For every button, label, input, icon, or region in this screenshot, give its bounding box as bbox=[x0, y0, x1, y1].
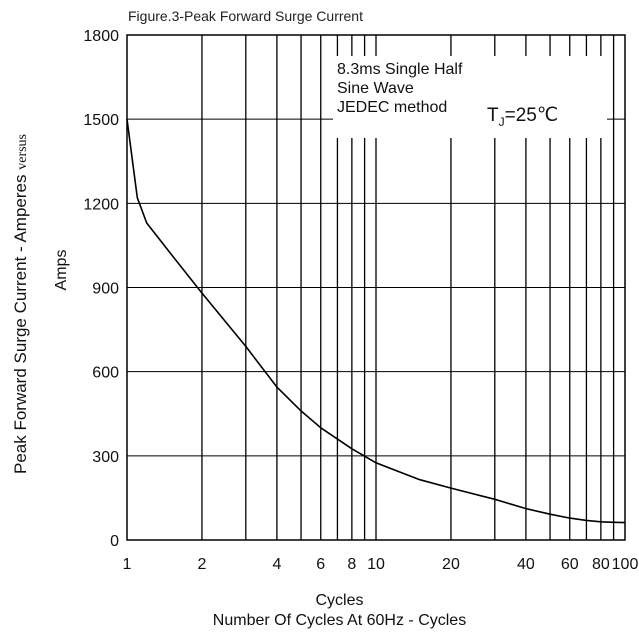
annotation-temperature: TJ=25℃ bbox=[487, 104, 558, 129]
y-tick-label: 1200 bbox=[83, 196, 119, 213]
annotation-line-3: JEDEC method bbox=[337, 99, 448, 116]
y-axis-label-versus: versus bbox=[15, 133, 30, 170]
y-axis-label: Peak Forward Surge Current - Amperes ver… bbox=[11, 134, 31, 474]
x-tick-label: 8 bbox=[347, 556, 356, 573]
y-axis-label-main: Peak Forward Surge Current - Amperes bbox=[11, 174, 30, 475]
y-tick-label: 600 bbox=[92, 365, 119, 382]
x-tick-label: 60 bbox=[561, 556, 579, 573]
chart-title: Figure.3-Peak Forward Surge Current bbox=[128, 8, 363, 24]
y-tick-label: 900 bbox=[92, 281, 119, 298]
x-tick-label: 20 bbox=[442, 556, 460, 573]
x-axis-label-text: Cycles bbox=[315, 592, 364, 609]
series-layer bbox=[126, 119, 626, 524]
annotation-box: 8.3ms Single Half Sine Wave JEDEC method bbox=[333, 56, 607, 138]
x-axis-label: Cycles bbox=[0, 592, 639, 610]
plot-frame bbox=[126, 34, 626, 541]
x-tick-label: 10 bbox=[367, 556, 385, 573]
x-axis-sublabel-text: Number Of Cycles At 60Hz - Cycles bbox=[212, 612, 467, 629]
axis-ticks: 1 2 4 6 8 10 20 40 60 80 100 0 300 600 900 1200 1500 1800 bbox=[83, 28, 638, 573]
x-tick-label: 1 bbox=[123, 556, 132, 573]
temp-symbol: T bbox=[487, 105, 499, 126]
series-line bbox=[126, 119, 626, 524]
x-tick-label: 40 bbox=[517, 556, 535, 573]
x-tick-label: 80 bbox=[592, 556, 610, 573]
x-tick-label: 100 bbox=[612, 556, 639, 573]
y-tick-label: 0 bbox=[110, 533, 119, 550]
temp-subscript: J bbox=[498, 114, 505, 129]
x-tick-label: 2 bbox=[198, 556, 207, 573]
y-tick-label: 1500 bbox=[83, 112, 119, 129]
temp-value: =25℃ bbox=[504, 105, 559, 126]
y-axis-unit: Amps bbox=[53, 249, 70, 291]
annotation-line-1: 8.3ms Single Half bbox=[337, 61, 463, 78]
x-tick-label: 4 bbox=[272, 556, 281, 573]
x-tick-label: 6 bbox=[316, 556, 325, 573]
annotation-line-2: Sine Wave bbox=[337, 80, 414, 97]
x-axis-sublabel: Number Of Cycles At 60Hz - Cycles bbox=[0, 612, 639, 630]
y-tick-label: 1800 bbox=[83, 28, 119, 45]
y-tick-label: 300 bbox=[92, 449, 119, 466]
